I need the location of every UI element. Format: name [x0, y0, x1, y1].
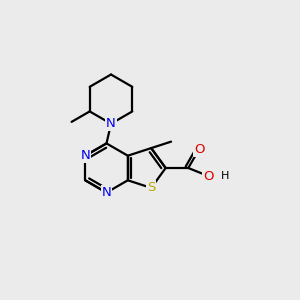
Text: H: H: [221, 171, 229, 181]
Text: O: O: [194, 143, 204, 156]
Text: N: N: [80, 149, 90, 162]
Text: N: N: [106, 117, 116, 130]
Text: N: N: [102, 186, 111, 199]
Text: O: O: [203, 169, 214, 183]
Text: S: S: [147, 182, 155, 194]
